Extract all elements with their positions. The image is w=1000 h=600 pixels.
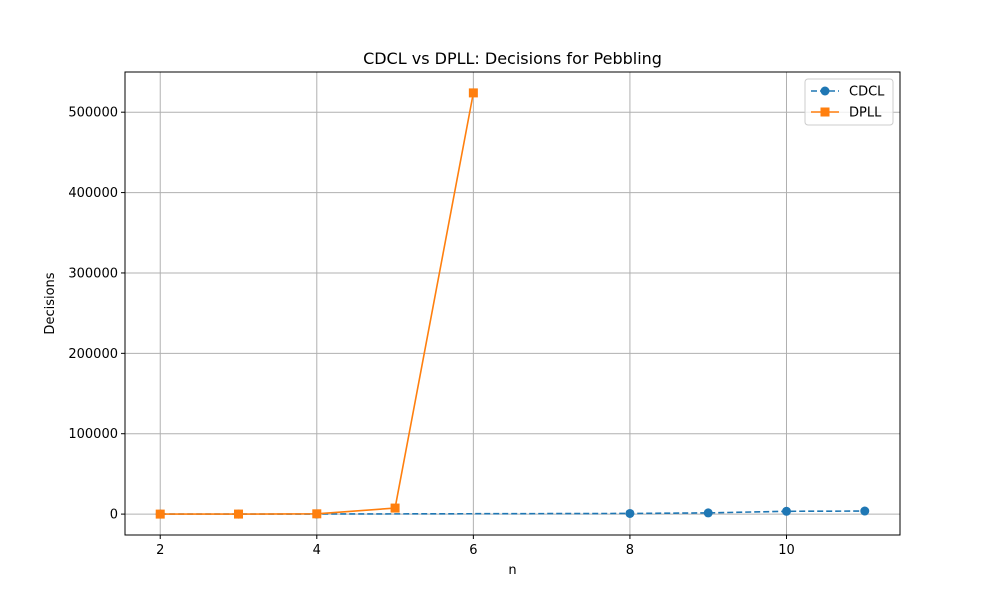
grid [125, 72, 900, 535]
y-tick-label-0: 0 [110, 508, 118, 523]
legend-marker-cdcl [820, 86, 830, 96]
x-tick-label-6: 6 [469, 543, 477, 558]
data-point-dpll-6 [468, 88, 478, 98]
data-point-cdcl-9 [703, 508, 713, 518]
data-point-dpll-2 [155, 509, 165, 519]
x-axis-label: n [508, 563, 516, 578]
data-point-cdcl-10 [781, 506, 791, 516]
data-point-dpll-5 [390, 503, 400, 513]
y-axis-ticks: 0 100000 200000 300000 400000 500000 [68, 106, 125, 523]
legend-marker-dpll [820, 107, 830, 117]
data-point-dpll-4 [312, 509, 322, 519]
series-markers [155, 88, 870, 519]
legend-label-cdcl: CDCL [849, 85, 885, 100]
y-tick-label-500000: 500000 [68, 106, 118, 121]
y-tick-label-200000: 200000 [68, 347, 118, 362]
chart-title: CDCL vs DPLL: Decisions for Pebbling [363, 49, 662, 68]
y-tick-label-300000: 300000 [68, 266, 118, 281]
x-tick-label-4: 4 [313, 543, 321, 558]
legend: CDCL DPLL [804, 78, 894, 126]
x-axis-ticks: 2 4 6 8 10 [156, 535, 795, 558]
x-tick-label-8: 8 [626, 543, 634, 558]
x-tick-label-2: 2 [156, 543, 164, 558]
y-axis-label: Decisions [43, 272, 58, 334]
plot-area-frame [124, 71, 901, 536]
legend-label-dpll: DPLL [849, 106, 882, 121]
x-tick-label-10: 10 [778, 543, 795, 558]
y-tick-label-100000: 100000 [68, 427, 118, 442]
data-point-cdcl-8 [625, 508, 635, 518]
data-point-dpll-3 [234, 509, 244, 519]
data-point-cdcl-11 [860, 506, 870, 516]
y-tick-label-400000: 400000 [68, 186, 118, 201]
